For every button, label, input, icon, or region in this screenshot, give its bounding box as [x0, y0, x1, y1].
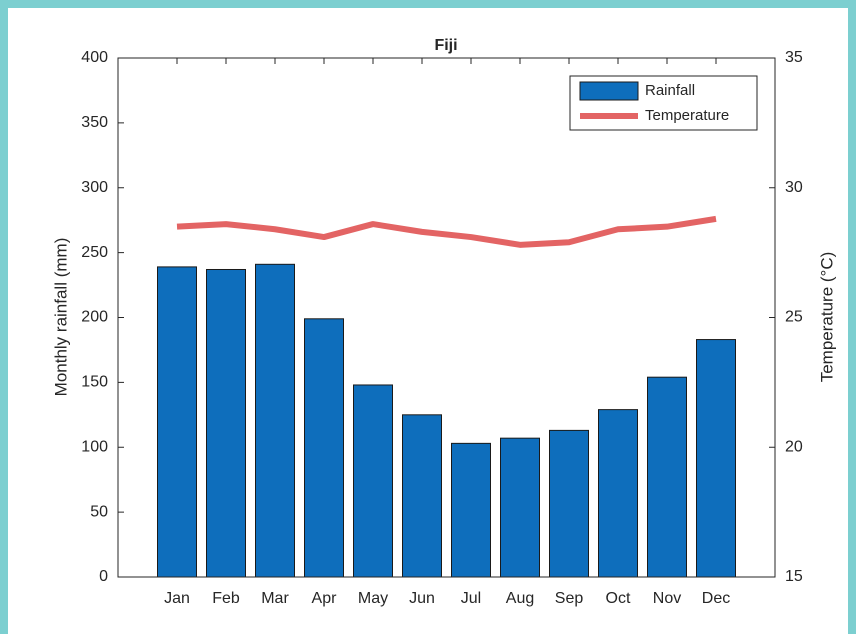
y-tick-label: 50: [90, 503, 108, 520]
x-tick-label: Oct: [606, 590, 631, 607]
bar: [598, 409, 638, 578]
x-tick-label: May: [358, 590, 388, 607]
bar: [402, 414, 442, 578]
x-tick-label: Jun: [409, 590, 435, 607]
bar: [647, 376, 687, 578]
chart-title: Fiji: [434, 37, 457, 54]
line: [176, 215, 717, 248]
x-tick-label: Jan: [164, 590, 190, 607]
y-tick-label: 200: [81, 309, 108, 326]
y2-tick-label: 35: [785, 49, 803, 66]
legend-label: Temperature: [645, 107, 729, 124]
y-tick-label: 350: [81, 114, 108, 131]
y2-tick-label: 30: [785, 179, 803, 196]
x-tick-label: Apr: [312, 590, 338, 607]
x-tick-label: Sep: [555, 590, 584, 607]
bar: [451, 442, 491, 578]
plot-frame: [117, 57, 776, 578]
bar: [206, 268, 246, 578]
y-tick-label: 250: [81, 244, 108, 261]
bar: [696, 339, 736, 578]
y-axis-label: Monthly rainfall (mm): [51, 238, 70, 397]
bar: [255, 263, 295, 578]
legend-label: Rainfall: [645, 82, 695, 99]
y-tick-label: 100: [81, 438, 108, 455]
bar: [500, 437, 540, 578]
x-tick-label: Aug: [506, 590, 534, 607]
y-tick-label: 150: [81, 374, 108, 391]
bar: [304, 318, 344, 578]
y2-tick-label: 15: [785, 568, 803, 585]
x-tick-label: Dec: [702, 590, 730, 607]
x-tick-label: Jul: [461, 590, 481, 607]
x-tick-label: Mar: [261, 590, 289, 607]
x-tick-label: Nov: [653, 590, 681, 607]
y-tick-label: 300: [81, 179, 108, 196]
y-tick-label: 400: [81, 49, 108, 66]
legend-swatch: [579, 81, 639, 101]
x-tick-label: Feb: [212, 590, 240, 607]
y2-tick-label: 25: [785, 309, 803, 326]
bar: [353, 384, 393, 578]
y2-tick-label: 20: [785, 438, 803, 455]
bar: [157, 266, 197, 578]
y2-axis-label: Temperature (°C): [817, 252, 836, 383]
legend: Rainfall Temperature: [569, 75, 758, 131]
bar: [549, 429, 589, 578]
y-tick-label: 0: [99, 568, 108, 585]
